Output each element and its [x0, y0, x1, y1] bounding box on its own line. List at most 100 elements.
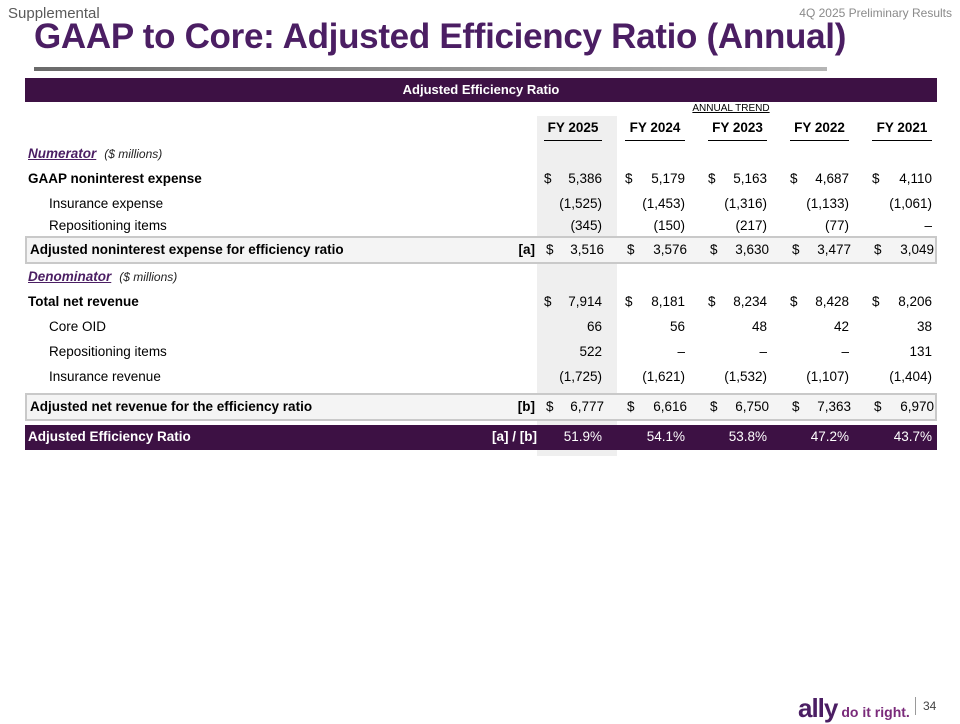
value-cell: $5,179	[625, 171, 685, 186]
table-row: GAAP noninterest expense $5,386 $5,179 $…	[25, 166, 937, 191]
row-label: Insurance revenue	[49, 369, 161, 384]
value-cell: 51.9%	[563, 429, 602, 444]
numerator-section-row: Numerator ($ millions)	[25, 141, 937, 166]
value-cell: 38	[916, 319, 932, 334]
row-label: Adjusted Efficiency Ratio	[28, 429, 191, 444]
row-tag: [a] / [b]	[492, 429, 537, 444]
value-cell: $8,206	[872, 294, 932, 309]
value-cell: –	[841, 344, 849, 359]
page-title: GAAP to Core: Adjusted Efficiency Ratio …	[34, 17, 847, 56]
table-row: Insurance expense (1,525) (1,453) (1,316…	[25, 191, 937, 216]
value-cell: 42	[833, 319, 849, 334]
report-label: 4Q 2025 Preliminary Results	[799, 6, 952, 20]
year-header: FY 2022	[790, 116, 849, 141]
page-number-divider	[915, 697, 916, 715]
row-tag: [b]	[517, 399, 535, 414]
numerator-label: Numerator	[28, 146, 97, 161]
value-cell: –	[924, 218, 932, 233]
denominator-section-row: Denominator ($ millions)	[25, 264, 937, 289]
table-row: Total net revenue $7,914 $8,181 $8,234 $…	[25, 289, 937, 314]
value-cell: $3,516	[546, 242, 604, 257]
logo-wordmark: ally	[798, 693, 838, 723]
row-label: Repositioning items	[49, 218, 167, 233]
value-cell: 131	[909, 344, 932, 359]
numerator-heading: Numerator ($ millions)	[28, 141, 162, 167]
value-cell: (77)	[824, 218, 849, 233]
denominator-heading: Denominator ($ millions)	[28, 264, 177, 290]
value-cell: (1,133)	[806, 196, 849, 211]
trend-row: ANNUAL TREND	[25, 102, 937, 116]
value-cell: 522	[579, 344, 602, 359]
value-cell: (1,061)	[889, 196, 932, 211]
value-cell: $6,970	[874, 399, 934, 414]
value-cell: (217)	[735, 218, 767, 233]
section-label: Supplemental	[8, 5, 100, 22]
value-cell: (1,453)	[642, 196, 685, 211]
year-header-row: FY 2025 FY 2024 FY 2023 FY 2022 FY 2021	[25, 116, 937, 141]
year-header: FY 2024	[625, 116, 685, 141]
denominator-units: ($ millions)	[119, 270, 178, 284]
value-cell: 48	[751, 319, 767, 334]
value-cell: $4,110	[872, 171, 932, 186]
table-title: Adjusted Efficiency Ratio	[25, 78, 937, 102]
value-cell: 66	[586, 319, 602, 334]
value-cell: (1,107)	[806, 369, 849, 384]
annual-trend-label: ANNUAL TREND	[692, 103, 770, 114]
value-cell: (345)	[570, 218, 602, 233]
value-cell: 53.8%	[728, 429, 767, 444]
year-header: FY 2021	[872, 116, 932, 141]
year-header: FY 2025	[544, 116, 602, 141]
value-cell: $4,687	[790, 171, 849, 186]
year-header: FY 2023	[708, 116, 767, 141]
row-tag: [a]	[518, 242, 536, 257]
row-label: GAAP noninterest expense	[28, 171, 202, 186]
row-label: Adjusted net revenue for the efficiency …	[30, 399, 313, 414]
page-number: 34	[923, 699, 937, 713]
table-row: Core OID 66 56 48 42 38	[25, 314, 937, 339]
value-cell: $7,363	[792, 399, 851, 414]
value-cell: (1,404)	[889, 369, 932, 384]
value-cell: (1,725)	[559, 369, 602, 384]
row-label: Core OID	[49, 319, 107, 334]
value-cell: 43.7%	[893, 429, 932, 444]
row-label: Insurance expense	[49, 196, 164, 211]
row-label: Repositioning items	[49, 344, 167, 359]
value-cell: –	[677, 344, 685, 359]
value-cell: $6,777	[546, 399, 604, 414]
value-cell: $6,750	[710, 399, 769, 414]
value-cell: (150)	[653, 218, 685, 233]
value-cell: 47.2%	[810, 429, 849, 444]
title-divider	[34, 67, 827, 71]
value-cell: $8,181	[625, 294, 685, 309]
table-row-total: Adjusted noninterest expense for efficie…	[25, 236, 937, 264]
value-cell: (1,525)	[559, 196, 602, 211]
value-cell: $3,576	[627, 242, 687, 257]
value-cell: (1,621)	[642, 369, 685, 384]
row-label: Adjusted noninterest expense for efficie…	[30, 242, 344, 257]
logo-tagline: do it right.	[841, 704, 910, 720]
value-cell: $7,914	[544, 294, 602, 309]
numerator-units: ($ millions)	[104, 147, 163, 161]
efficiency-table: Adjusted Efficiency Ratio ANNUAL TREND F…	[25, 78, 937, 456]
value-cell: 54.1%	[646, 429, 685, 444]
value-cell: $8,234	[708, 294, 767, 309]
value-cell: $3,477	[792, 242, 851, 257]
value-cell: (1,532)	[724, 369, 767, 384]
denominator-label: Denominator	[28, 269, 112, 284]
value-cell: $3,049	[874, 242, 934, 257]
value-cell: $5,163	[708, 171, 767, 186]
table-row-ratio: Adjusted Efficiency Ratio [a] / [b] 51.9…	[25, 425, 937, 450]
value-cell: 56	[669, 319, 685, 334]
table-row: Repositioning items 522 – – – 131	[25, 339, 937, 364]
value-cell: –	[759, 344, 767, 359]
table-row: Insurance revenue (1,725) (1,621) (1,532…	[25, 364, 937, 389]
value-cell: $6,616	[627, 399, 687, 414]
value-cell: (1,316)	[724, 196, 767, 211]
row-label: Total net revenue	[28, 294, 139, 309]
table-row: Repositioning items (345) (150) (217) (7…	[25, 216, 937, 236]
value-cell: $3,630	[710, 242, 769, 257]
table-row-total: Adjusted net revenue for the efficiency …	[25, 393, 937, 421]
value-cell: $8,428	[790, 294, 849, 309]
value-cell: $5,386	[544, 171, 602, 186]
ally-logo: ally do it right.	[798, 693, 910, 724]
